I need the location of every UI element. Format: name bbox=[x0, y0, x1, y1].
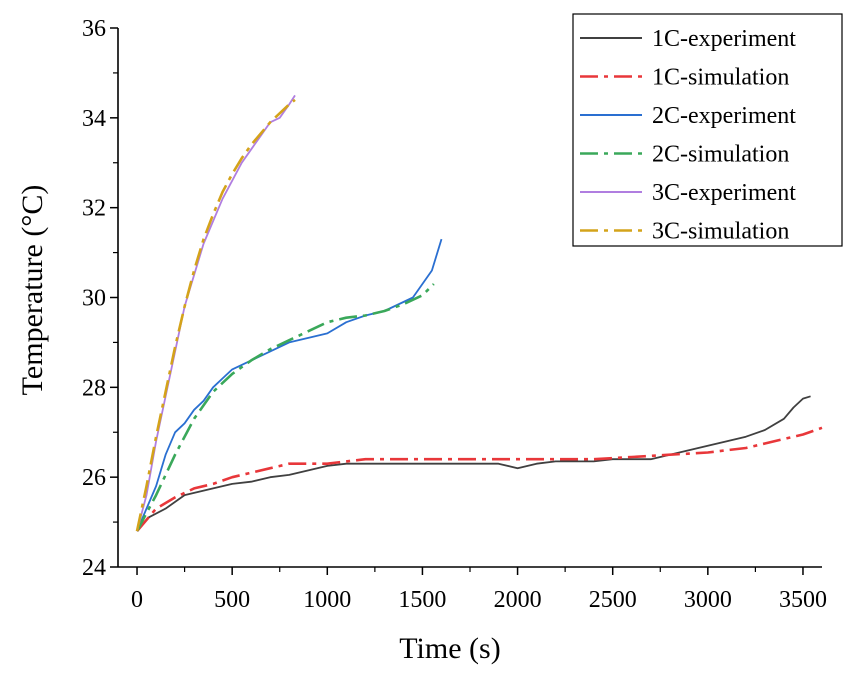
x-tick-label: 1000 bbox=[303, 587, 351, 613]
x-axis-title: Time (s) bbox=[399, 632, 500, 665]
x-tick-label: 500 bbox=[214, 587, 250, 613]
y-tick-label: 32 bbox=[82, 196, 106, 222]
legend-label-1c-experiment: 1C-experiment bbox=[652, 26, 796, 52]
x-tick-label: 1500 bbox=[398, 587, 446, 613]
y-tick-label: 34 bbox=[82, 106, 106, 132]
legend-label-2c-simulation: 2C-simulation bbox=[652, 142, 789, 168]
y-tick-label: 26 bbox=[82, 465, 106, 491]
series-line-2c-simulation bbox=[135, 283, 435, 532]
axes: 0 500 1000 1500 2000 2500 3000 3500 24 26 28 30 32 34… bbox=[82, 16, 827, 613]
y-tick-label: 30 bbox=[82, 286, 106, 312]
y-tick-label: 36 bbox=[82, 16, 106, 42]
legend-label-3c-simulation: 3C-simulation bbox=[652, 219, 789, 245]
legend-label-3c-experiment: 3C-experiment bbox=[652, 180, 796, 206]
series-line-1c-simulation bbox=[136, 426, 823, 532]
x-tick-label: 2000 bbox=[494, 587, 542, 613]
plot-area bbox=[135, 94, 823, 532]
series-line-3c-experiment bbox=[136, 94, 296, 532]
series-line-3c-simulation bbox=[135, 98, 296, 532]
y-tick-label: 28 bbox=[82, 375, 106, 401]
legend-box bbox=[572, 13, 843, 247]
x-tick-label: 3000 bbox=[684, 587, 732, 613]
series-line-1c-experiment bbox=[136, 395, 811, 532]
x-tick-label: 0 bbox=[131, 587, 143, 613]
legend-label-2c-experiment: 2C-experiment bbox=[652, 103, 796, 129]
series-line-2c-experiment bbox=[136, 238, 443, 532]
x-tick-label: 3500 bbox=[779, 587, 827, 613]
legend-label-1c-simulation: 1C-simulation bbox=[652, 65, 789, 91]
x-tick-label: 2500 bbox=[589, 587, 637, 613]
y-axis-title: Temperature (°C) bbox=[16, 185, 49, 396]
y-tick-label: 24 bbox=[82, 555, 106, 581]
legend: 1C-experiment 1C-simulation 2C-experiment 2… bbox=[572, 13, 843, 247]
